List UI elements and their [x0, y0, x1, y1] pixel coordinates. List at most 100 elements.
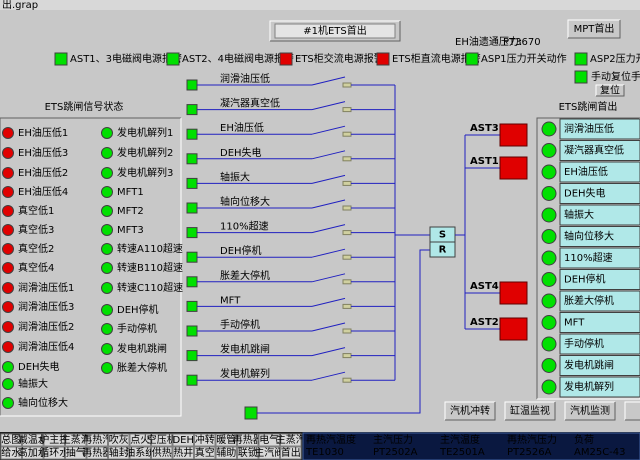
switch	[311, 322, 346, 332]
first-out-label: 110%超速	[564, 251, 613, 264]
first-out-label: 手动停机	[564, 337, 604, 350]
menu-button-label[interactable]: 供热	[152, 446, 172, 459]
input-label: 手动停机	[220, 318, 260, 331]
menu-button-label[interactable]: 点火	[130, 434, 150, 446]
mpt-button-edge	[568, 20, 621, 39]
menu-button-label[interactable]: 高加水	[18, 446, 48, 459]
status-light	[101, 282, 113, 294]
menu-button-label[interactable]: 给水	[1, 446, 21, 459]
status-cell: 再热汽压力	[507, 433, 557, 446]
menu-button-label[interactable]: 炉主控	[39, 433, 69, 446]
menu-button-label[interactable]: 吹灰	[109, 433, 129, 446]
contact	[342, 328, 352, 334]
status-label: 转速A110超速	[117, 242, 183, 255]
menu-button-label[interactable]: 首出	[281, 446, 301, 459]
reset-button-label[interactable]: 复位	[600, 84, 620, 97]
menu-button	[129, 446, 151, 460]
switch	[311, 76, 346, 86]
menu-button	[215, 433, 237, 447]
nav-button	[505, 402, 555, 420]
first-out-label: 发电机解列	[564, 380, 614, 393]
left-panel-title: ETS跳闸信号状态	[45, 100, 124, 113]
status-light	[101, 186, 113, 198]
menu-button-label[interactable]: 联锁	[238, 446, 258, 459]
first-out-light	[541, 358, 557, 373]
mpt-button-label[interactable]: MPT首出	[574, 22, 615, 35]
menu-button-label[interactable]: 真空	[195, 446, 215, 459]
status-cell: 负荷	[574, 433, 594, 446]
first-out-label: 轴振大	[564, 208, 594, 221]
reset-button	[596, 85, 624, 96]
switch	[311, 101, 346, 111]
right-panel-edge	[536, 117, 640, 399]
alarm-indicator	[166, 52, 180, 66]
status-light	[2, 167, 14, 179]
first-out-light	[541, 336, 557, 352]
title-button-label[interactable]: #1机ETS首出	[303, 24, 367, 37]
status-label: 真空低4	[18, 261, 54, 274]
menu-button-label[interactable]: 冲转	[195, 433, 215, 446]
nav-button-edge	[624, 401, 640, 420]
status-label: 润滑油压低3	[18, 300, 74, 313]
menu-button-label[interactable]: 油系统	[125, 446, 155, 459]
menu-button-label[interactable]: 主汽阀	[254, 446, 284, 459]
input-label: DEH停机	[220, 244, 262, 257]
nav-button-edge	[444, 401, 495, 420]
menu-button-label[interactable]: 热井	[173, 446, 193, 459]
status-label: EH油压低1	[18, 126, 68, 139]
menu-button	[43, 446, 65, 460]
menu-button	[280, 433, 302, 447]
input-indicator	[186, 350, 198, 362]
menu-button-label[interactable]: 主蒸汽	[276, 433, 306, 446]
menu-button-label[interactable]: 暖管	[216, 433, 236, 446]
input-label: MFT	[220, 295, 241, 306]
first-out-label: DEH失电	[564, 187, 606, 200]
first-out-box	[559, 140, 640, 161]
menu-button-label[interactable]: 总图	[1, 433, 21, 446]
menu-button-label[interactable]: 减温水	[18, 434, 48, 446]
pressure-label: EH油遗通压力:	[455, 35, 522, 48]
nav-button-label[interactable]: 缸温监视	[510, 404, 550, 417]
input-indicator	[186, 202, 198, 214]
contact	[342, 254, 352, 260]
alarm-label: ETS柜直流电源报警	[392, 52, 481, 65]
menu-button-label[interactable]: 空压机	[147, 433, 177, 446]
menu-button	[22, 446, 44, 460]
first-out-light	[541, 143, 557, 158]
menu-button-label[interactable]: 再热器	[82, 446, 112, 459]
nav-button-label[interactable]: 汽机监测	[570, 404, 610, 417]
first-out-box	[559, 161, 640, 183]
menu-button-label[interactable]: 辅助	[216, 446, 236, 459]
status-light	[2, 282, 14, 294]
status-label: DEH失电	[18, 360, 60, 373]
contact	[342, 230, 352, 236]
switch	[311, 347, 346, 357]
first-out-light	[541, 272, 557, 287]
menu-button-label[interactable]: 循环水	[39, 446, 69, 459]
title-button-inner	[274, 23, 396, 39]
menu-button-label[interactable]: 再热器	[233, 433, 263, 446]
nav-button-label[interactable]: 汽机冲转	[450, 404, 490, 417]
input-indicator	[186, 374, 198, 386]
ast-valve	[499, 156, 528, 180]
menu-button	[194, 446, 216, 460]
first-out-light	[541, 315, 557, 330]
left-panel-edge	[0, 117, 181, 416]
menu-button-label[interactable]: 抽气	[66, 446, 86, 459]
status-light	[2, 341, 14, 353]
reset-label: 手动复位手柄	[591, 70, 640, 83]
menu-button-label[interactable]: 主蒸汽	[61, 433, 91, 446]
reset-indicator	[574, 70, 588, 84]
ast-valve	[499, 123, 528, 147]
ast-valve	[499, 281, 528, 305]
nav-button-edge	[445, 402, 496, 421]
mpt-button-edge	[567, 19, 620, 38]
first-out-label: 发电机跳闸	[564, 359, 614, 372]
first-out-box	[559, 183, 640, 204]
menu-button-label[interactable]: 轴封	[109, 446, 129, 459]
ast-label: AST3	[470, 123, 499, 134]
menu-button-label[interactable]: 再热汽	[82, 433, 112, 446]
menu-button-label[interactable]: DEH	[172, 435, 194, 446]
menu-button-label[interactable]: 电气	[259, 433, 279, 446]
status-label: MFT2	[117, 206, 144, 217]
